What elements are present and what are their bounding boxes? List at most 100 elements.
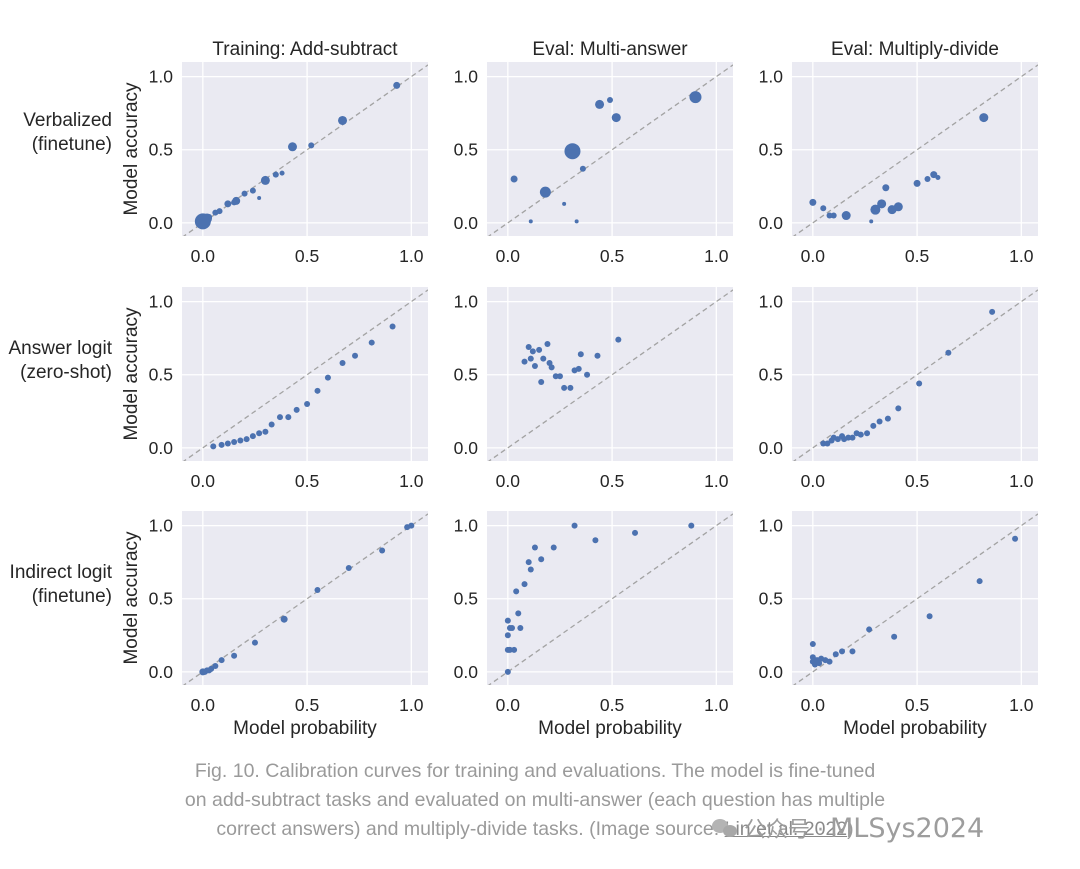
row-label: (zero-shot) [20,362,112,383]
x-tick-label: 0.5 [600,471,624,491]
y-tick-label: 0.5 [149,589,173,609]
data-point [379,547,386,554]
x-tick-label: 0.5 [295,246,319,266]
data-point [884,415,891,422]
panel-background [487,511,733,685]
panel-background [487,287,733,461]
perfect-calibration-diagonal [792,513,1038,685]
data-point [552,373,559,380]
y-tick-label: 0.0 [759,438,784,458]
data-point [257,195,262,200]
panel-r1-c3: 0.0 0.0 0.5 0.5 1.0 1.0 Eval: Multiply-divide [759,39,1038,266]
caption-line-2: on add-subtract tasks and evaluated on m… [184,789,886,811]
data-point [575,365,582,372]
data-point [849,434,856,441]
data-point [531,362,538,369]
data-point [304,400,311,407]
y-tick-label: 0.5 [454,365,478,385]
panel-background [792,511,1038,685]
calibration-figure: 0.0 0.0 0.5 0.5 1.0 1.0 Model accuracy Verbaliz… [9,39,1038,739]
x-tick-label: 0.5 [600,246,624,266]
x-tick-label: 0.0 [496,471,521,491]
perfect-calibration-diagonal [487,289,733,461]
x-tick-label: 1.0 [399,246,424,266]
data-point [280,615,288,623]
y-tick-label: 1.0 [149,292,174,312]
data-point [513,588,520,595]
data-point [504,668,511,675]
data-point [891,633,898,640]
data-point [595,99,605,109]
panel-r2-c2: 0.0 0.0 0.5 0.5 1.0 1.0 [454,287,733,491]
data-point [849,648,856,655]
data-point [285,414,292,421]
citation-link[interactable]: Lin et al. 2022 [724,818,848,840]
data-point [262,428,269,435]
data-point [841,211,851,221]
y-tick-label: 0.0 [454,213,479,233]
data-point [509,624,516,631]
wechat-icon [712,817,738,839]
panel-r1-c1: 0.0 0.0 0.5 0.5 1.0 1.0 Model accuracy Verbaliz… [23,39,428,266]
data-point [521,358,528,365]
data-point [287,142,297,152]
data-point [866,626,873,633]
y-tick-label: 1.0 [454,516,479,536]
panel-background [792,62,1038,236]
caption-line-1: Fig. 10. Calibration curves for training… [194,760,876,782]
data-point [527,355,534,362]
data-point [525,559,532,566]
data-point [913,179,921,187]
data-point [845,434,852,441]
data-point [594,352,601,359]
data-point [830,212,837,219]
data-point [893,202,903,212]
panel-background [182,511,428,685]
y-tick-label: 0.5 [759,140,783,160]
data-point [241,190,248,197]
perfect-calibration-diagonal [792,64,1038,236]
data-point [945,349,952,356]
y-axis-label: Model accuracy [121,307,142,441]
x-tick-label: 1.0 [1009,695,1034,715]
data-point [260,175,270,185]
x-tick-label: 0.0 [496,695,521,715]
data-point [876,418,883,425]
x-tick-label: 0.0 [191,695,216,715]
column-title: Eval: Multi-answer [532,39,688,60]
x-tick-label: 0.5 [295,471,319,491]
data-point [216,208,223,215]
data-point [232,196,241,205]
y-tick-label: 0.5 [759,589,783,609]
perfect-calibration-diagonal [182,64,428,236]
data-point [839,648,846,655]
data-point [538,379,545,386]
y-tick-label: 1.0 [759,67,784,87]
data-point [826,212,833,219]
data-point [577,351,584,358]
perfect-calibration-diagonal [182,513,428,685]
data-point [352,352,359,359]
data-point [206,213,213,220]
y-tick-label: 1.0 [149,516,174,536]
y-tick-label: 1.0 [454,67,479,87]
data-point [212,662,219,669]
data-point [550,544,557,551]
data-point [689,91,702,104]
row-label: Indirect logit [10,562,113,583]
data-point [820,440,827,447]
x-tick-label: 0.0 [801,246,826,266]
panel-r3-c3: 0.0 0.0 0.5 0.5 1.0 1.0 Model probability [759,511,1038,739]
x-tick-label: 0.0 [496,246,521,266]
data-point [276,414,283,421]
perfect-calibration-diagonal [182,289,428,461]
data-point [243,436,250,443]
column-title: Training: Add-subtract [212,39,398,60]
panel-background [182,287,428,461]
y-tick-label: 1.0 [759,516,784,536]
y-tick-label: 0.5 [149,140,173,160]
data-point [632,529,639,536]
data-point [935,175,941,181]
x-tick-label: 1.0 [704,695,729,715]
data-point [584,371,591,378]
